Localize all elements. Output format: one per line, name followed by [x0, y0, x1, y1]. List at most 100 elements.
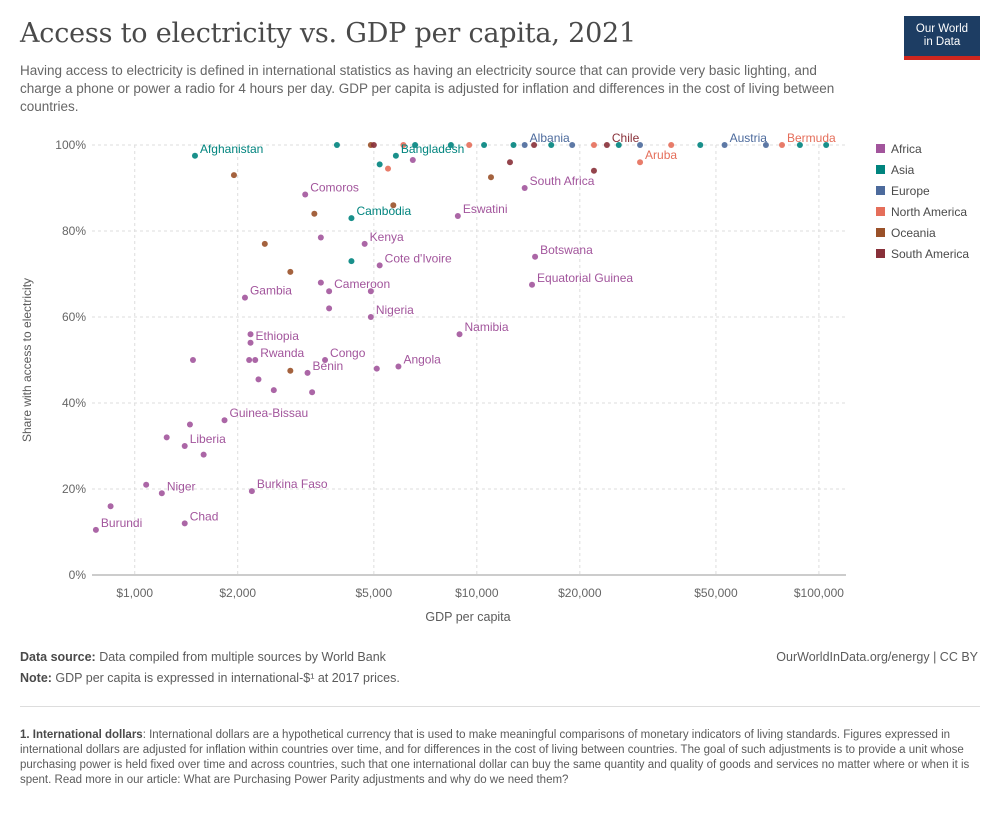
data-point[interactable] [400, 142, 407, 148]
data-point[interactable] [376, 262, 383, 269]
point-label: Niger [167, 479, 196, 493]
data-point[interactable] [189, 357, 196, 363]
owid-logo[interactable]: Our World in Data [904, 16, 980, 60]
data-point[interactable] [107, 503, 114, 510]
data-point[interactable] [348, 215, 355, 222]
data-point[interactable] [454, 212, 461, 219]
data-point[interactable] [191, 152, 198, 159]
data-point[interactable] [531, 142, 538, 148]
data-point[interactable] [247, 331, 254, 338]
data-point[interactable] [92, 526, 99, 533]
point-label: Liberia [190, 432, 226, 446]
chart-note: Note: GDP per capita is expressed in int… [20, 671, 400, 685]
data-point[interactable] [721, 142, 728, 148]
data-point[interactable] [779, 142, 786, 148]
legend-swatch [876, 186, 885, 195]
data-point[interactable] [326, 288, 333, 295]
legend-swatch [876, 228, 885, 237]
data-point[interactable] [409, 157, 416, 164]
point-label: Equatorial Guinea [537, 271, 633, 285]
data-point[interactable] [697, 142, 704, 148]
data-point[interactable] [200, 451, 207, 458]
data-point[interactable] [762, 142, 769, 148]
point-label: Chad [190, 509, 219, 523]
y-tick-label: 40% [62, 396, 86, 410]
data-point[interactable] [390, 202, 397, 209]
data-point[interactable] [247, 339, 254, 346]
data-point[interactable] [302, 191, 309, 198]
data-point[interactable] [456, 331, 463, 338]
data-point[interactable] [395, 363, 402, 370]
data-point[interactable] [317, 234, 324, 241]
data-point[interactable] [248, 488, 255, 495]
point-label: Botswana [540, 243, 593, 257]
data-point[interactable] [466, 142, 473, 148]
data-point[interactable] [590, 167, 597, 174]
x-tick-label: $20,000 [558, 586, 602, 600]
data-point[interactable] [668, 142, 675, 148]
data-point[interactable] [158, 490, 165, 497]
data-point[interactable] [309, 389, 316, 396]
data-point[interactable] [348, 258, 355, 265]
credit-link[interactable]: OurWorldInData.org/energy | CC BY [776, 650, 978, 664]
data-point[interactable] [487, 174, 494, 181]
data-point[interactable] [333, 142, 340, 148]
point-label: Afghanistan [200, 142, 263, 156]
data-point[interactable] [521, 185, 528, 191]
data-point[interactable] [287, 367, 294, 374]
data-point[interactable] [186, 421, 193, 428]
legend-item[interactable]: South America [876, 243, 969, 264]
data-point[interactable] [230, 172, 237, 179]
data-point[interactable] [510, 142, 517, 148]
data-point[interactable] [255, 376, 262, 383]
data-point[interactable] [317, 279, 324, 286]
data-point[interactable] [143, 481, 150, 488]
data-point[interactable] [376, 161, 383, 168]
data-point[interactable] [367, 288, 374, 295]
data-point[interactable] [603, 142, 610, 148]
data-point[interactable] [181, 520, 188, 527]
legend-item[interactable]: North America [876, 201, 969, 222]
data-point[interactable] [637, 159, 644, 166]
data-point[interactable] [392, 152, 399, 159]
data-point[interactable] [447, 142, 454, 148]
data-point[interactable] [506, 159, 513, 166]
data-point[interactable] [548, 142, 555, 148]
data-point[interactable] [311, 210, 318, 217]
data-point[interactable] [796, 142, 803, 148]
data-point[interactable] [532, 253, 539, 260]
data-point[interactable] [270, 387, 277, 394]
legend-item[interactable]: Europe [876, 180, 969, 201]
legend-item[interactable]: Oceania [876, 222, 969, 243]
y-tick-label: 60% [62, 310, 86, 324]
data-point[interactable] [181, 443, 188, 449]
data-point[interactable] [373, 365, 380, 372]
data-point[interactable] [261, 240, 268, 247]
data-point[interactable] [370, 142, 377, 148]
data-point[interactable] [481, 142, 488, 148]
data-point[interactable] [304, 369, 311, 376]
data-point[interactable] [287, 268, 294, 275]
data-point[interactable] [326, 305, 333, 312]
data-point[interactable] [241, 294, 248, 301]
chart-title: Access to electricity vs. GDP per capita… [20, 18, 637, 49]
legend-item[interactable]: Africa [876, 138, 969, 159]
data-point[interactable] [521, 142, 528, 148]
data-point[interactable] [590, 142, 597, 148]
data-point[interactable] [163, 434, 170, 441]
point-label: South Africa [530, 174, 595, 188]
data-point[interactable] [569, 142, 576, 148]
data-point[interactable] [367, 314, 374, 320]
data-point[interactable] [412, 142, 419, 148]
data-point[interactable] [637, 142, 644, 148]
data-point[interactable] [529, 281, 536, 288]
data-point[interactable] [246, 357, 253, 363]
data-point[interactable] [221, 417, 228, 424]
data-point[interactable] [252, 357, 259, 363]
data-point[interactable] [322, 357, 329, 363]
legend-item[interactable]: Asia [876, 159, 969, 180]
data-point[interactable] [385, 165, 392, 172]
data-point[interactable] [823, 142, 830, 148]
data-point[interactable] [615, 142, 622, 148]
data-point[interactable] [361, 240, 368, 247]
